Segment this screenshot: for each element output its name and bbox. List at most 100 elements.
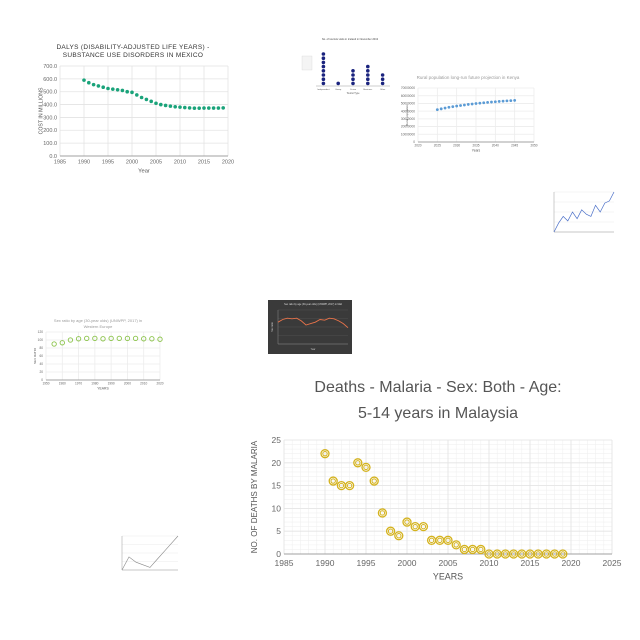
x-tick-label: 1990 [78,160,90,166]
data-point [87,80,91,85]
data-point [141,336,147,342]
x-tick-label: 1990 [316,558,335,568]
x-tick-label: 2010 [480,558,499,568]
data-point [159,102,163,107]
y-tick-label: 50000000 [401,102,415,106]
x-tick-label: 1985 [275,558,294,568]
x-tick-label: 1985 [54,160,66,166]
data-point-inner [510,551,517,557]
y-tick-label: 60000000 [401,94,415,98]
chart-iceland-tourists: No. of tourists visits in Iceland in Nov… [298,34,396,98]
y-tick-label: 30000000 [401,117,415,121]
data-point [366,77,370,81]
y-tick-label: 700.0 [43,64,57,70]
y-tick-label: 100.0 [43,141,57,147]
data-point-inner [469,546,476,553]
data-point-inner [371,478,377,484]
chart-small-line-right [546,186,618,242]
x-axis-label: Tourist Type [347,92,361,95]
x-tick-label: Group [335,88,342,91]
x-tick-label: 2020 [414,143,421,147]
data-point [351,77,355,81]
data-point [108,335,114,342]
x-axis-label: Year [138,169,150,175]
data-point [135,93,139,97]
data-point [366,69,370,73]
y-tick-label: 120 [38,330,44,334]
x-axis-label: YEARS [433,572,463,582]
y-tick-label: 10 [272,503,282,513]
data-point-inner [535,551,541,557]
data-point-inner [387,528,394,534]
x-tick-label: 1960 [59,381,66,385]
data-point [463,103,466,107]
x-tick-label: 2035 [472,143,479,147]
data-point [149,336,155,342]
x-tick-label: 2005 [439,558,458,568]
y-tick-label: 0.0 [49,154,57,160]
data-point-inner [363,464,369,471]
data-point-inner [478,546,484,553]
data-point [130,90,134,95]
y-axis-label: SEX RATIO [33,347,37,364]
data-point [173,104,177,109]
chart-title: Sex ratio by age (30-year olds) (UNWPP, … [284,303,342,306]
data-point [168,104,173,108]
data-point [328,476,338,486]
x-tick-label: 2010 [140,381,147,385]
chart-small-line-bottom [114,528,182,578]
x-tick-label: 2000 [124,381,131,385]
data-point [178,105,182,109]
x-tick-label: 2040 [492,143,499,147]
y-tick-label: 80 [39,346,43,350]
data-point [51,341,57,347]
data-point [366,64,370,69]
data-point [92,335,98,342]
data-point-inner [355,460,361,466]
data-point-inner [330,478,336,484]
y-tick-label: 200.0 [43,128,57,134]
data-point [59,340,65,346]
data-point-inner [453,542,459,548]
y-tick-label: 15 [272,481,282,491]
chart-title: SUBSTANCE USE DISORDERS IN MEXICO [63,52,204,59]
y-tick-label: 500.0 [43,90,57,96]
data-point [84,335,90,342]
data-point [351,73,355,77]
y-tick-label: 20000000 [401,125,415,129]
x-axis-label: Year [311,348,316,351]
data-point [216,106,221,110]
data-point-inner [494,551,500,557]
data-point [455,104,459,108]
y-tick-label: 25 [272,435,282,445]
data-point [443,535,453,545]
y-tick-label: 0 [276,549,281,559]
data-point-inner [428,537,435,544]
data-point [513,99,517,102]
data-point [321,77,326,81]
x-tick-label: 1980 [91,381,98,385]
y-axis-label: NO. OF DEATHS BY MALARIA [250,440,259,553]
data-point-inner [338,482,345,489]
data-point [321,69,326,73]
y-tick-label: 0 [413,140,415,144]
x-tick-label: 2045 [511,143,518,147]
x-tick-label: 2000 [398,558,417,568]
data-point [96,84,101,88]
x-tick-label: 2005 [150,160,162,166]
x-axis-label: YEARS [97,387,109,391]
data-point [380,73,385,77]
x-tick-label: 2050 [530,143,537,147]
data-point [486,100,489,104]
data-point [321,64,326,69]
x-tick-label: 2020 [222,160,234,166]
data-point [163,103,168,108]
x-tick-label: Independent [317,88,330,91]
chart-title: DALYS (DISABILITY-ADJUSTED LIFE YEARS) - [56,44,209,51]
data-point [321,81,326,86]
y-tick-label: 100 [38,338,44,342]
data-point [202,106,206,110]
x-tick-label: 1950 [42,381,49,385]
y-tick-label: 5 [276,526,281,536]
y-tick-label: 300.0 [43,115,57,121]
